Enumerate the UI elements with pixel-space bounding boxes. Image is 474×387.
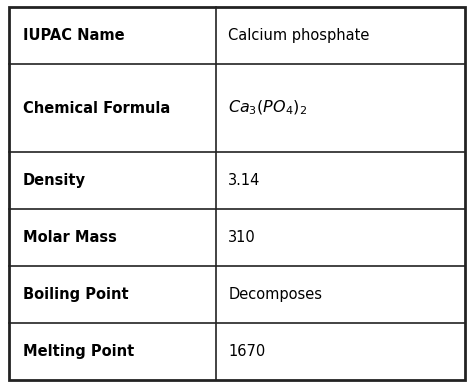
- Text: 310: 310: [228, 230, 256, 245]
- Text: 1670: 1670: [228, 344, 265, 359]
- Text: 3.14: 3.14: [228, 173, 261, 188]
- Text: IUPAC Name: IUPAC Name: [23, 28, 124, 43]
- Text: Chemical Formula: Chemical Formula: [23, 101, 170, 116]
- Text: Boiling Point: Boiling Point: [23, 287, 128, 302]
- Text: Molar Mass: Molar Mass: [23, 230, 117, 245]
- Text: Calcium phosphate: Calcium phosphate: [228, 28, 370, 43]
- Text: $\mathit{Ca}_{3}\mathit{(PO}_{4}\mathit{)}_{2}$: $\mathit{Ca}_{3}\mathit{(PO}_{4}\mathit{…: [228, 99, 307, 117]
- Text: Decomposes: Decomposes: [228, 287, 322, 302]
- Text: Melting Point: Melting Point: [23, 344, 134, 359]
- Text: Density: Density: [23, 173, 86, 188]
